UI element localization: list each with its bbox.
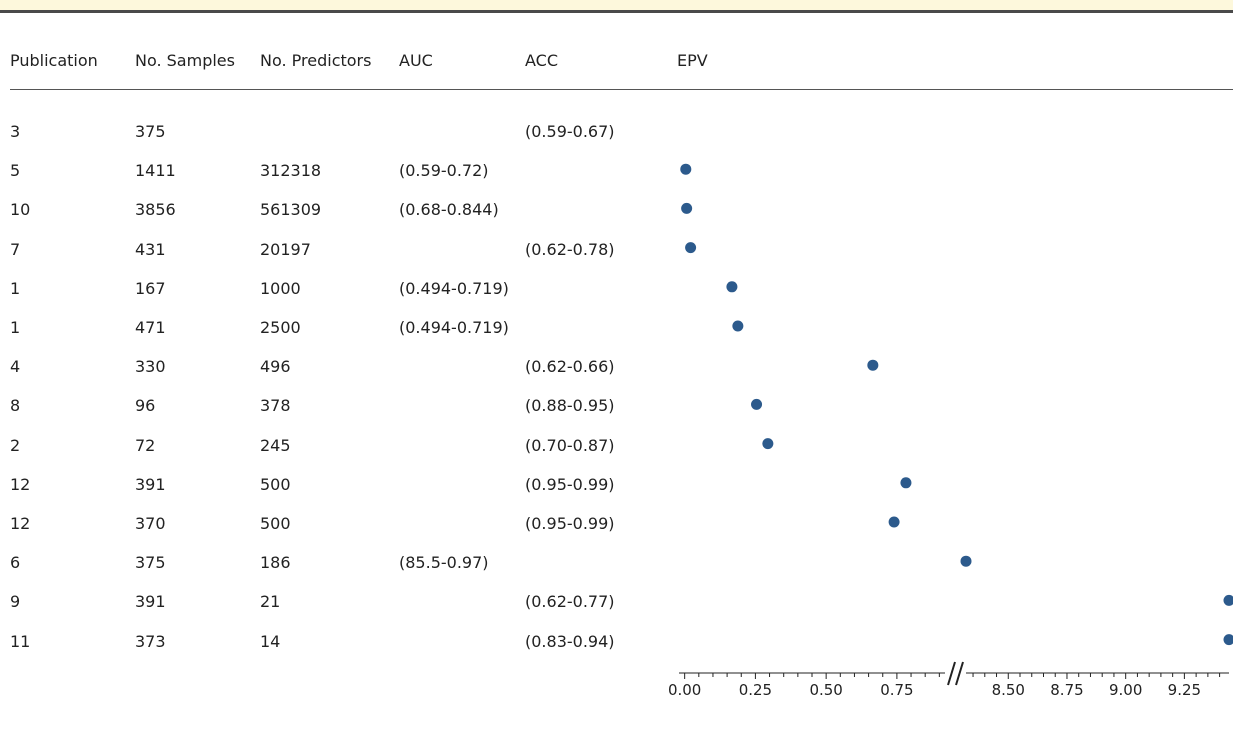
epv-point xyxy=(1223,634,1233,646)
x-tick-label-right: 8.75 xyxy=(1050,681,1083,699)
table-cell-predictors: 378 xyxy=(260,396,291,415)
table-cell-auc: (0.59-0.72) xyxy=(399,161,489,180)
table-cell-predictors: 500 xyxy=(260,475,291,494)
header-acc: ACC xyxy=(525,51,559,70)
x-tick-label-right: 8.50 xyxy=(992,681,1025,699)
table-cell-publication: 1 xyxy=(10,279,21,298)
x-tick-label-left: 0.50 xyxy=(809,681,842,699)
table-cell-samples: 370 xyxy=(135,514,166,533)
epv-point xyxy=(867,359,879,371)
table-cell-publication: 4 xyxy=(10,357,21,376)
x-tick-label-left: 0.25 xyxy=(739,681,772,699)
table-cell-predictors: 186 xyxy=(260,553,291,572)
epv-point xyxy=(960,555,972,567)
header-predictors: No. Predictors xyxy=(260,51,372,70)
table-cell-acc: (0.62-0.77) xyxy=(525,592,615,611)
table-cell-predictors: 245 xyxy=(260,436,291,455)
epv-point xyxy=(685,242,697,254)
table-cell-publication: 10 xyxy=(10,200,31,219)
header-auc: AUC xyxy=(399,51,433,70)
table-cell-publication: 7 xyxy=(10,240,21,259)
header-samples: No. Samples xyxy=(135,51,235,70)
table-cell-auc: (0.494-0.719) xyxy=(399,279,509,298)
table-cell-publication: 8 xyxy=(10,396,21,415)
epv-point xyxy=(1223,594,1233,606)
axis-break-mark xyxy=(955,661,964,686)
table-cell-samples: 72 xyxy=(135,436,156,455)
top-band xyxy=(0,0,1233,10)
table-cell-samples: 1411 xyxy=(135,161,176,180)
table-cell-acc: (0.62-0.78) xyxy=(525,240,615,259)
table-cell-publication: 12 xyxy=(10,475,31,494)
table-cell-publication: 9 xyxy=(10,592,21,611)
table-cell-acc: (0.59-0.67) xyxy=(525,122,615,141)
table-cell-samples: 391 xyxy=(135,475,166,494)
table-cell-samples: 330 xyxy=(135,357,166,376)
table-cell-auc: (85.5-0.97) xyxy=(399,553,489,572)
header-publication: Publication xyxy=(10,51,98,70)
x-tick-label-left: 0.75 xyxy=(880,681,913,699)
table-cell-samples: 431 xyxy=(135,240,166,259)
table-cell-acc: (0.83-0.94) xyxy=(525,632,615,651)
table-cell-publication: 5 xyxy=(10,161,21,180)
table-cell-predictors: 500 xyxy=(260,514,291,533)
table-cell-samples: 167 xyxy=(135,279,166,298)
table-cell-acc: (0.70-0.87) xyxy=(525,436,615,455)
table-cell-publication: 1 xyxy=(10,318,21,337)
x-tick-label-right: 9.00 xyxy=(1109,681,1142,699)
table-cell-samples: 471 xyxy=(135,318,166,337)
table-cell-predictors: 1000 xyxy=(260,279,301,298)
table-cell-acc: (0.95-0.99) xyxy=(525,475,615,494)
table-cell-samples: 373 xyxy=(135,632,166,651)
table-cell-predictors: 20197 xyxy=(260,240,311,259)
axis-break-mark xyxy=(947,661,956,686)
table-cell-predictors: 21 xyxy=(260,592,281,611)
table-cell-publication: 12 xyxy=(10,514,31,533)
table-cell-samples: 391 xyxy=(135,592,166,611)
table-cell-publication: 2 xyxy=(10,436,21,455)
table-cell-samples: 96 xyxy=(135,396,156,415)
header-epv: EPV xyxy=(677,51,708,70)
table-cell-samples: 375 xyxy=(135,122,166,141)
epv-point xyxy=(900,477,912,489)
epv-point xyxy=(726,281,738,293)
epv-point xyxy=(681,202,693,214)
epv-point xyxy=(762,438,774,450)
epv-point xyxy=(680,163,692,175)
top-rule xyxy=(0,10,1233,13)
x-tick-label-left: 0.00 xyxy=(668,681,701,699)
table-cell-auc: (0.494-0.719) xyxy=(399,318,509,337)
x-tick-label-right: 9.25 xyxy=(1168,681,1201,699)
table-cell-auc: (0.68-0.844) xyxy=(399,200,499,219)
table-cell-samples: 3856 xyxy=(135,200,176,219)
table-cell-publication: 6 xyxy=(10,553,21,572)
table-cell-predictors: 561309 xyxy=(260,200,322,219)
table-cell-acc: (0.62-0.66) xyxy=(525,357,615,376)
table-cell-predictors: 312318 xyxy=(260,161,322,180)
table-cell-publication: 3 xyxy=(10,122,21,141)
epv-point xyxy=(888,516,900,528)
table-cell-acc: (0.88-0.95) xyxy=(525,396,615,415)
table-cell-predictors: 496 xyxy=(260,357,291,376)
header-rule xyxy=(10,89,1233,90)
epv-point xyxy=(732,320,744,332)
table-cell-predictors: 2500 xyxy=(260,318,301,337)
epv-point xyxy=(751,398,763,410)
table-cell-acc: (0.95-0.99) xyxy=(525,514,615,533)
table-cell-predictors: 14 xyxy=(260,632,281,651)
table-cell-publication: 11 xyxy=(10,632,31,651)
table-cell-samples: 375 xyxy=(135,553,166,572)
